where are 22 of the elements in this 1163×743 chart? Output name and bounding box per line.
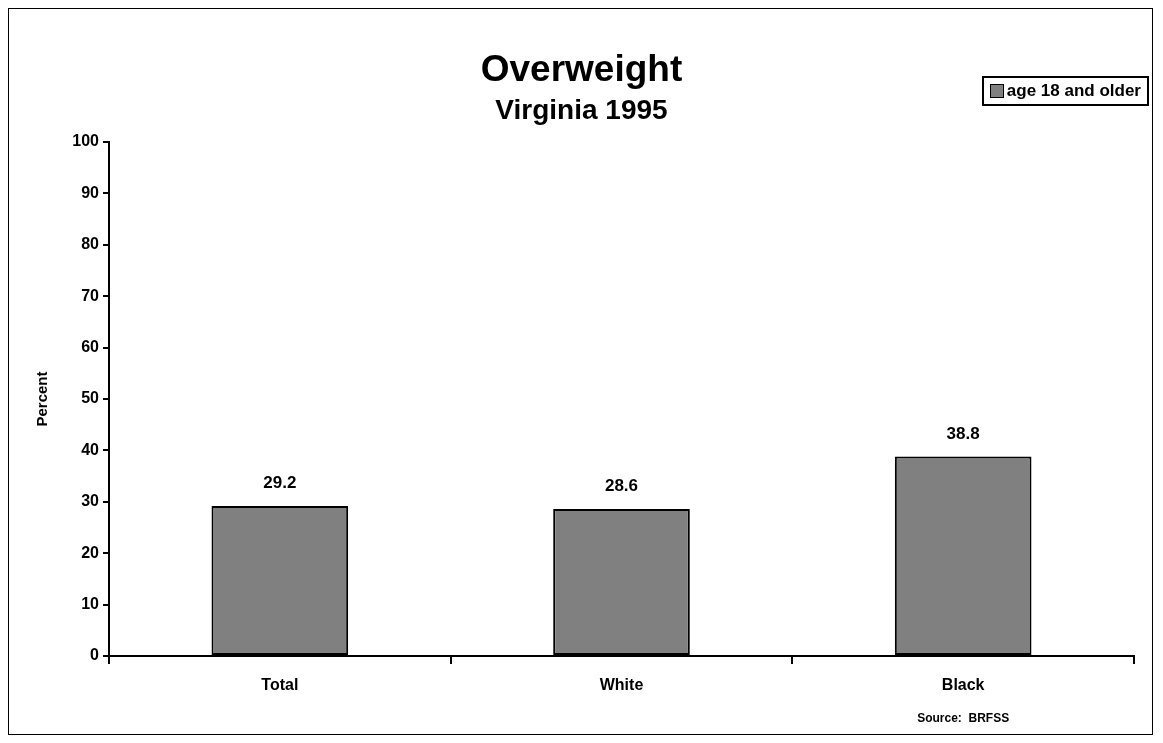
- chart-title: Overweight: [480, 48, 683, 89]
- x-tick-label: Total: [261, 676, 299, 694]
- y-tick-label: 10: [81, 595, 100, 613]
- data-label: 28.6: [604, 476, 639, 496]
- y-tick-label: 100: [72, 132, 100, 150]
- y-tick-label: 50: [81, 389, 100, 407]
- source-note: Source: BRFSS: [917, 711, 1010, 726]
- y-tick-label: 0: [90, 646, 100, 664]
- y-tick-label: 70: [81, 286, 100, 304]
- data-label: 29.2: [263, 473, 297, 493]
- chart-subtitle: Virginia 1995: [495, 94, 668, 125]
- legend-label: age 18 and older: [1006, 81, 1141, 101]
- y-tick-label: 40: [81, 440, 100, 458]
- y-tick-label: 80: [81, 235, 100, 253]
- y-tick-label: 90: [81, 183, 100, 201]
- y-tick-label: 30: [81, 492, 100, 510]
- x-tick-label: White: [599, 676, 644, 694]
- y-tick-label: 60: [81, 338, 100, 356]
- y-tick-label: 20: [81, 543, 100, 561]
- y-axis-title: Percent: [33, 371, 51, 427]
- data-label: 38.8: [946, 423, 980, 443]
- x-tick-label: Black: [941, 676, 985, 694]
